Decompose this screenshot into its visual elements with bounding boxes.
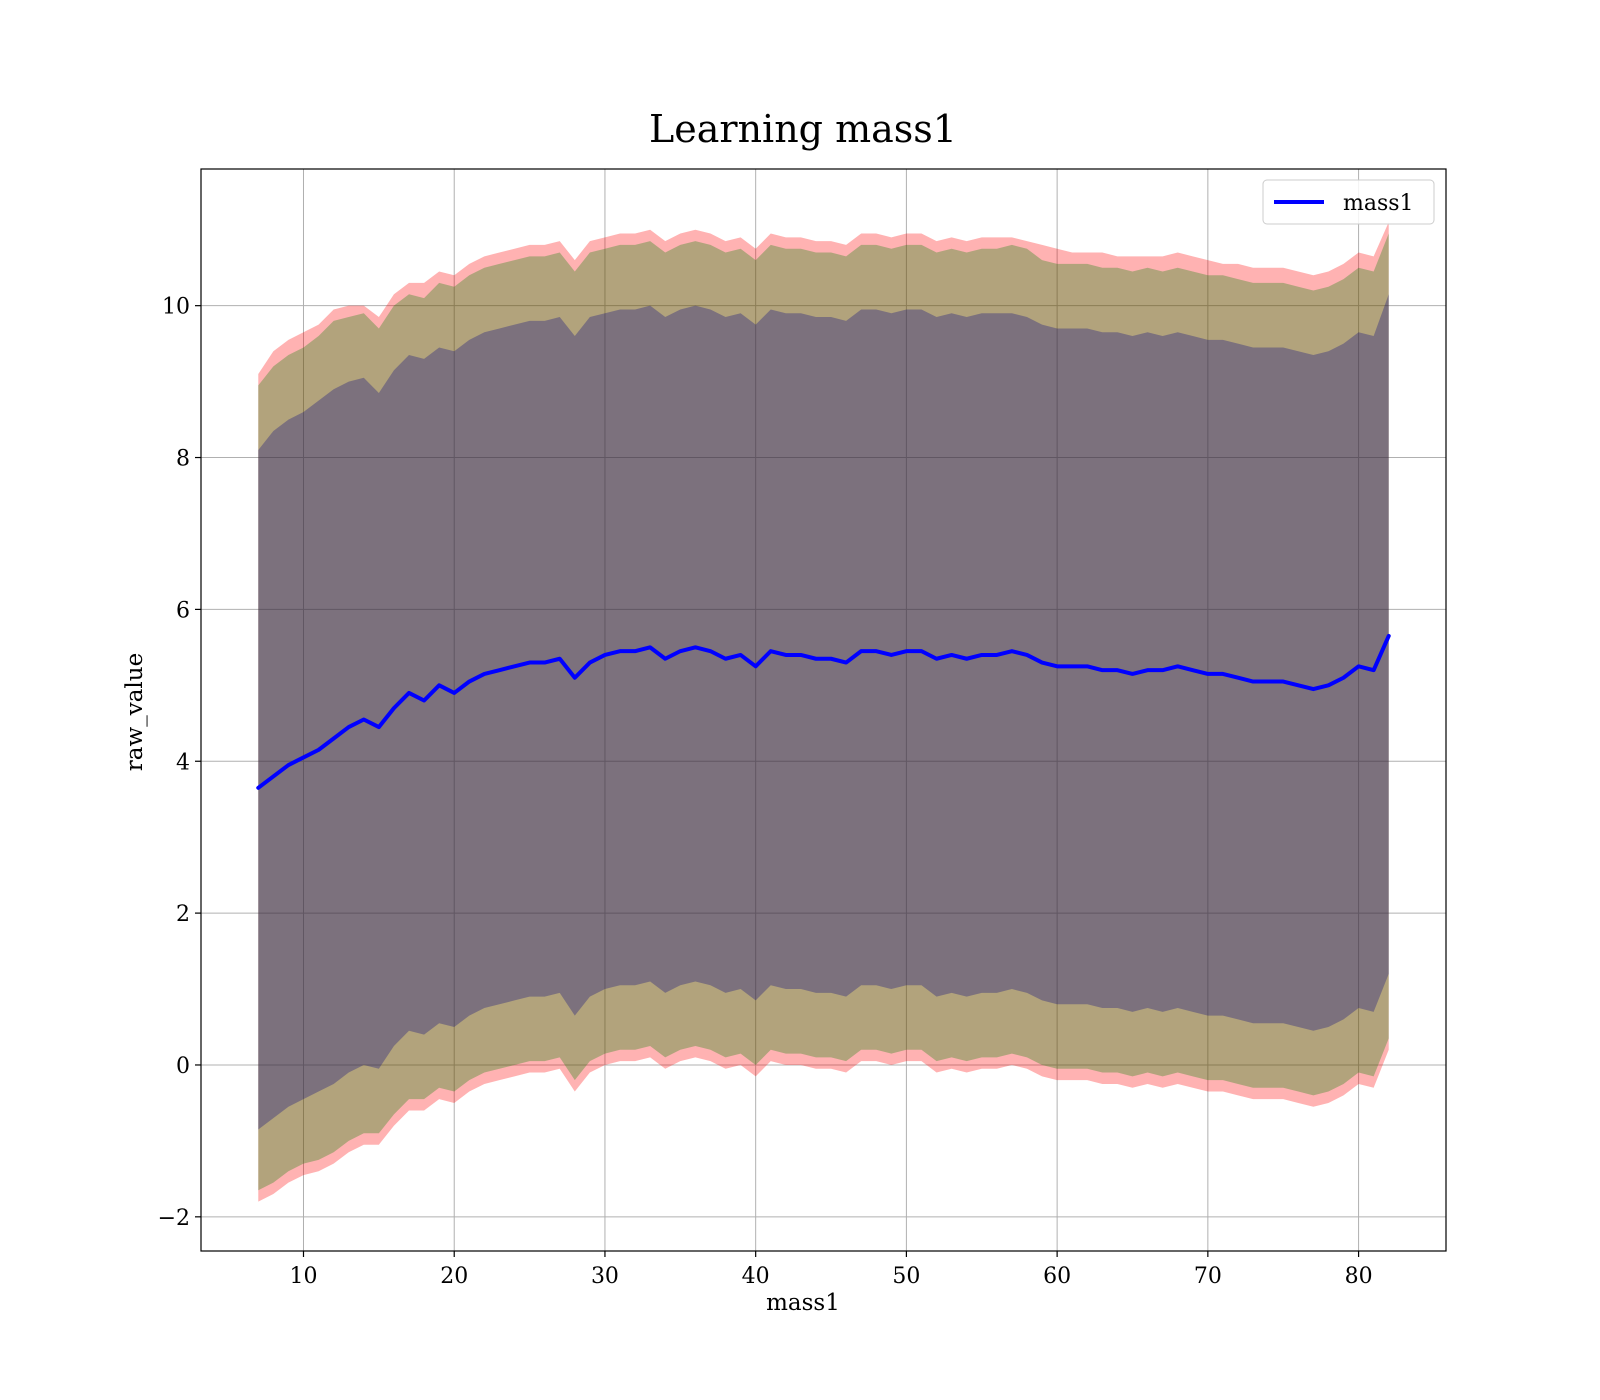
- x-tick-label-4: 50: [892, 1264, 920, 1289]
- chart-title: Learning mass1: [649, 107, 957, 151]
- x-tick-label-6: 70: [1194, 1264, 1222, 1289]
- x-axis-title: mass1: [766, 1290, 840, 1316]
- y-tick-label-3: 4: [176, 750, 190, 775]
- axes-frame: [200, 168, 1447, 1252]
- confidence-band-1: [258, 233, 1389, 1191]
- y-tick-label-1: 0: [176, 1054, 190, 1079]
- y-tick-label-0: −2: [158, 1206, 190, 1231]
- y-axis-title: raw_value: [122, 653, 148, 771]
- legend-box: [1262, 179, 1435, 225]
- y-tick-label-5: 8: [176, 447, 190, 472]
- x-tick-label-3: 40: [742, 1264, 770, 1289]
- x-tick-label-1: 20: [440, 1264, 468, 1289]
- x-tick-label-0: 10: [289, 1264, 317, 1289]
- y-tick-label-4: 6: [176, 598, 190, 623]
- confidence-band-2: [258, 294, 1389, 1130]
- series-line-0: [256, 633, 1391, 790]
- y-tick-label-6: 10: [162, 295, 190, 320]
- confidence-band-0: [258, 222, 1389, 1202]
- y-tick-label-2: 2: [176, 902, 190, 927]
- x-tick-label-5: 60: [1043, 1264, 1071, 1289]
- plot-area: 10 20 30 40 50 60 70 80 −2 0 2 4 6 8 10 mass1: [158, 168, 1447, 1289]
- x-tick-label-7: 80: [1345, 1264, 1373, 1289]
- legend-label-mass1: mass1: [1343, 191, 1414, 216]
- x-tick-label-2: 30: [591, 1264, 619, 1289]
